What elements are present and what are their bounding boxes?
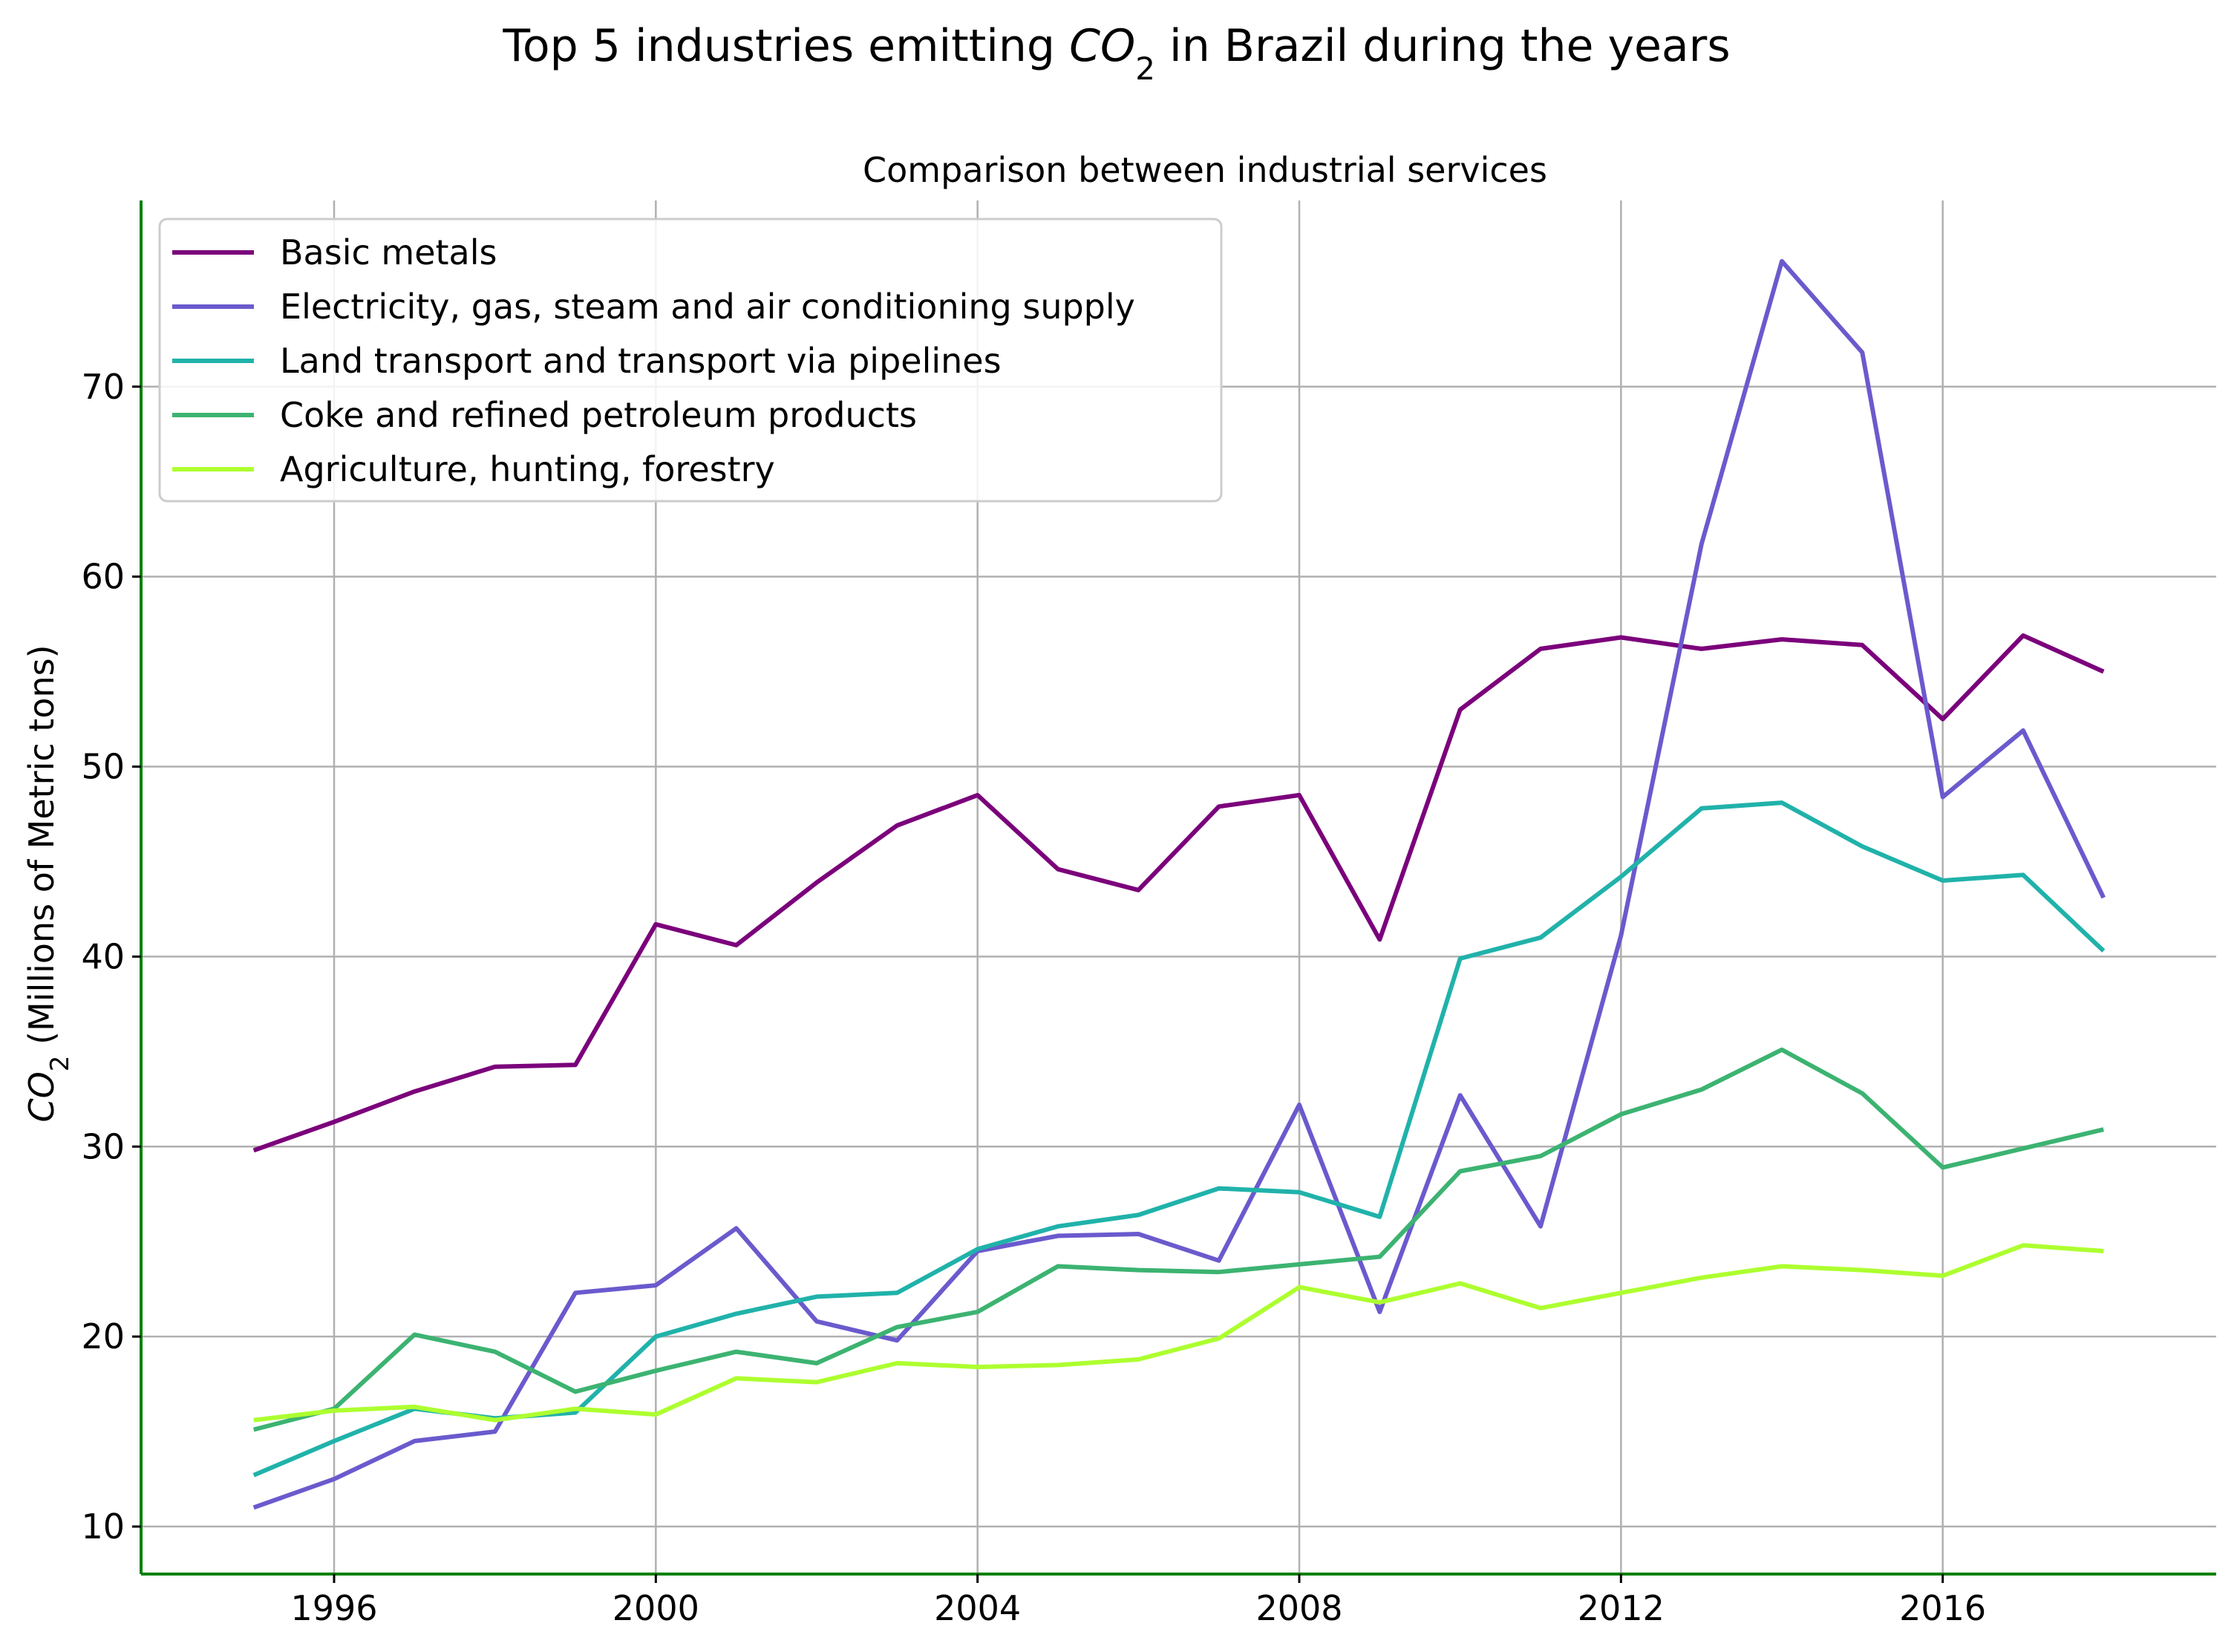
- legend-box: [158, 218, 1223, 503]
- y-axis-label-subscript: 2: [45, 1056, 75, 1072]
- legend-label-2: Electricity, gas, steam and air conditio…: [280, 287, 1135, 327]
- chart-subtitle: Comparison between industrial services: [863, 150, 1547, 190]
- x-tick-label: 2000: [613, 1588, 699, 1628]
- x-tick-label: 2004: [934, 1588, 1021, 1628]
- tick-labels: 1996 2000 2004 2008 2012 2016 10 20 30 40 50 60 70: [81, 367, 1986, 1628]
- y-tick-label: 70: [81, 367, 125, 407]
- series-line-3: [252, 800, 2106, 1478]
- series-lines: [252, 258, 2106, 1510]
- x-tick-label: 2008: [1255, 1588, 1342, 1628]
- axes: [140, 200, 2216, 1576]
- chart-title-subscript: 2: [1135, 50, 1155, 87]
- y-tick-label: 10: [81, 1506, 125, 1547]
- legend: Basic metals Electricity, gas, steam and …: [158, 218, 1223, 503]
- y-axis-label: CO2 (Millions of Metric tons): [22, 644, 75, 1122]
- y-axis-label-co: CO: [22, 1071, 62, 1122]
- series-line-4: [252, 1047, 2104, 1432]
- series-line-1: [252, 633, 2105, 1153]
- x-tick-label: 2012: [1578, 1588, 1665, 1628]
- legend-label-4: Coke and refined petroleum products: [280, 395, 917, 435]
- y-tick-label: 20: [81, 1316, 125, 1356]
- series-line-5: [253, 1243, 2104, 1423]
- y-tick-label: 50: [81, 747, 125, 787]
- chart-title-suffix: in Brazil during the years: [1155, 20, 1731, 72]
- y-axis-label-suffix: (Millions of Metric tons): [22, 644, 62, 1055]
- x-tick-label: 1996: [290, 1588, 377, 1628]
- y-tick-label: 40: [81, 936, 125, 976]
- series-line-2: [252, 258, 2106, 1510]
- legend-label-5: Agriculture, hunting, forestry: [280, 449, 775, 489]
- legend-label-1: Basic metals: [280, 232, 497, 272]
- chart-title-prefix: Top 5 industries emitting: [502, 20, 1069, 72]
- legend-items: Basic metals Electricity, gas, steam and …: [172, 232, 1135, 489]
- y-tick-label: 60: [81, 557, 125, 597]
- legend-label-3: Land transport and transport via pipelin…: [280, 341, 1002, 381]
- chart-title: Top 5 industries emitting CO2 in Brazil …: [502, 20, 1730, 87]
- chart-title-co: CO: [1069, 20, 1135, 72]
- x-tick-label: 2016: [1899, 1588, 1986, 1628]
- y-tick-label: 30: [81, 1126, 125, 1166]
